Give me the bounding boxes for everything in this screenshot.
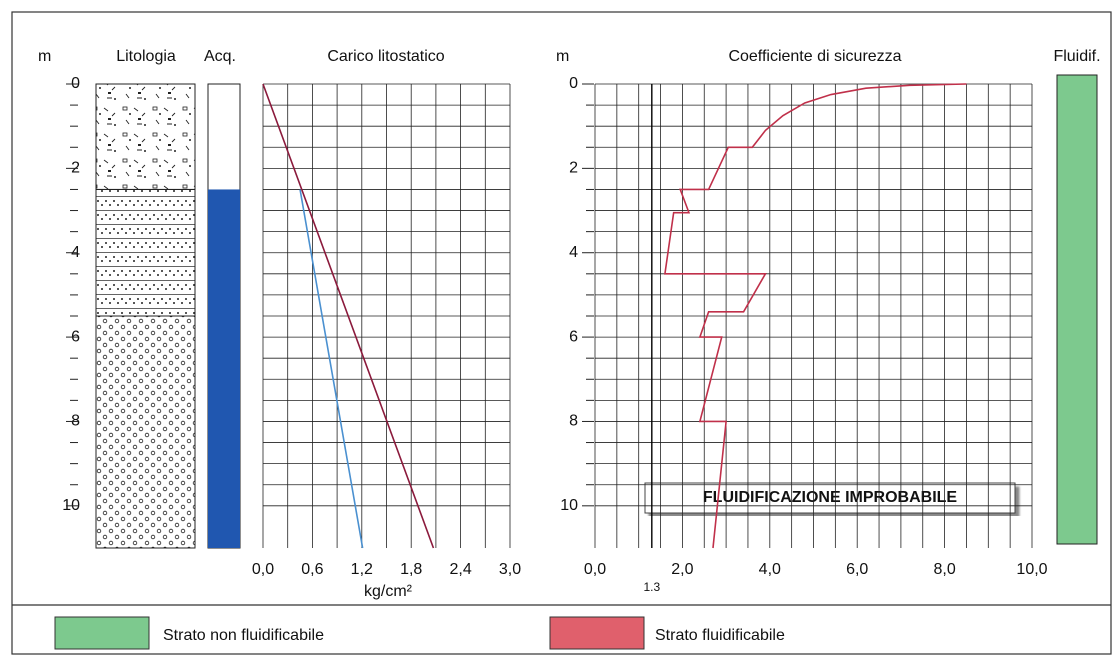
legend-swatch xyxy=(55,617,149,649)
lithology-title: Litologia xyxy=(116,48,176,65)
page: m Litologia Acq. Carico litostatico kg/c… xyxy=(0,0,1112,664)
chart-title: Carico litostatico xyxy=(327,48,444,65)
y-tick-label: 6 xyxy=(569,328,578,345)
fluidif-bar xyxy=(1057,75,1097,544)
lithology-layer xyxy=(96,189,195,316)
lithology-layer xyxy=(96,316,195,548)
y-tick-label: 8 xyxy=(569,413,578,430)
threshold-label: 1.3 xyxy=(643,580,660,594)
water-level xyxy=(208,189,240,548)
x-tick-label: 6,0 xyxy=(846,561,868,578)
x-axis-label: kg/cm² xyxy=(364,583,413,600)
x-tick-label: 2,0 xyxy=(671,561,693,578)
x-tick-label: 0,0 xyxy=(584,561,606,578)
x-tick-label: 8,0 xyxy=(933,561,955,578)
depth-label: m xyxy=(556,48,569,65)
series-line xyxy=(300,189,363,548)
x-tick-label: 3,0 xyxy=(499,561,521,578)
fluidif-title: Fluidif. xyxy=(1053,48,1100,65)
x-tick-label: 0,0 xyxy=(252,561,274,578)
x-tick-label: 1,8 xyxy=(400,561,422,578)
y-tick-label: 2 xyxy=(569,160,578,177)
lithology-layer xyxy=(96,84,195,189)
water-title: Acq. xyxy=(204,48,236,65)
chart-title: Coefficiente di sicurezza xyxy=(728,48,901,65)
x-tick-label: 10,0 xyxy=(1016,561,1047,578)
depth-label: m xyxy=(38,48,51,65)
x-tick-label: 0,6 xyxy=(301,561,323,578)
x-tick-label: 4,0 xyxy=(759,561,781,578)
y-tick-label: 0 xyxy=(569,75,578,92)
legend-swatch xyxy=(550,617,644,649)
legend-label: Strato non fluidificabile xyxy=(163,627,324,644)
annotation-box: FLUIDIFICAZIONE IMPROBABILE xyxy=(645,483,1015,513)
y-tick-label: 4 xyxy=(569,244,578,261)
legend-label: Strato fluidificabile xyxy=(655,627,785,644)
x-tick-label: 1,2 xyxy=(351,561,373,578)
annotation: FLUIDIFICAZIONE IMPROBABILE xyxy=(703,489,958,506)
x-tick-label: 2,4 xyxy=(449,561,471,578)
y-tick-label: 10 xyxy=(560,497,578,514)
